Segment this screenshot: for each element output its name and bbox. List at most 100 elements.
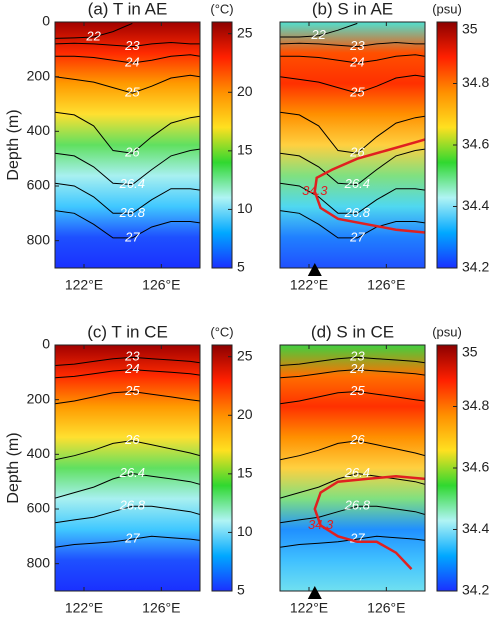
station-marker (307, 586, 322, 599)
contour-label: 26 (124, 145, 140, 160)
colorbar-tick-label: 34.2 (462, 259, 489, 275)
colorbar-tick-label: 15 (237, 465, 253, 481)
plot-frame (279, 344, 426, 592)
x-tick-label: 126°E (142, 277, 180, 293)
contour-label: 26.8 (344, 205, 371, 220)
contour-label: 27 (349, 229, 365, 244)
colorbar-tick-label: 34.4 (462, 520, 489, 536)
y-tick-label: 200 (27, 67, 51, 83)
contour-line (280, 390, 425, 405)
y-tick-label: 200 (27, 390, 51, 406)
y-tick-label: 0 (42, 13, 50, 29)
contour-label: 23 (349, 349, 365, 364)
colorbar-tick-label: 25 (237, 24, 253, 40)
contour-line (280, 369, 425, 379)
contour-line (313, 474, 425, 570)
field (55, 22, 200, 268)
contour-line (280, 472, 425, 499)
x-tick-label: 122°E (290, 600, 328, 616)
contour-label: 25 (349, 85, 365, 100)
x-tick-label: 122°E (65, 600, 103, 616)
contour-line (55, 356, 200, 366)
colorbar-tick-label: 34.6 (462, 459, 489, 475)
y-tick-label: 400 (27, 122, 51, 138)
contour-line (55, 505, 200, 524)
colorbar-label: (psu) (432, 324, 462, 339)
contour-label: 23 (124, 349, 140, 364)
contour-label: 26 (124, 432, 140, 447)
contour-label: 27 (124, 229, 140, 244)
contour-label: 23 (349, 38, 365, 53)
contour-line (55, 369, 200, 379)
field (280, 345, 425, 591)
contour-line (280, 22, 358, 38)
contour-line (280, 210, 425, 239)
contour-line (280, 440, 425, 461)
y-tick-label: 600 (27, 177, 51, 193)
station-marker (307, 263, 322, 276)
contour-line (55, 54, 200, 64)
contour-label: 26 (349, 145, 365, 160)
contour-label: 26.4 (119, 465, 145, 480)
y-tick-label: 400 (27, 445, 51, 461)
contour-label: 22 (310, 27, 326, 42)
colorbar-tick-label: 20 (237, 83, 253, 99)
contour-label: 34.3 (308, 517, 334, 532)
contour-label: 27 (124, 531, 140, 546)
contour-line (55, 390, 200, 405)
contour-label: 24 (349, 361, 364, 376)
y-tick-label: 0 (42, 336, 50, 352)
colorbar-tick-label: 5 (237, 259, 245, 275)
colorbar-tick-label: 34.8 (462, 74, 489, 90)
contour-line (55, 210, 200, 239)
panel-title: (d) S in CE (311, 322, 394, 341)
colorbar-tick-label: 20 (237, 406, 253, 422)
colorbar-tick-label: 34.2 (462, 582, 489, 598)
colorbar-label: (psu) (432, 1, 462, 16)
panel-title: (b) S in AE (312, 0, 393, 18)
contour-label: 25 (124, 85, 140, 100)
x-tick-label: 126°E (367, 600, 405, 616)
colorbar-tick-label: 15 (237, 142, 253, 158)
contour-line (55, 111, 200, 154)
colorbar (211, 344, 233, 592)
contour-label: 24 (124, 361, 139, 376)
contour-line (280, 74, 425, 94)
contour-line (280, 505, 425, 524)
y-tick-label: 600 (27, 500, 51, 516)
x-tick-label: 126°E (367, 277, 405, 293)
contour-label: 26.4 (119, 176, 145, 191)
contour-label: 26.8 (119, 205, 146, 220)
contour-line (55, 148, 200, 186)
contour-label: 23 (124, 38, 140, 53)
panel-title: (c) T in CE (87, 322, 168, 341)
colorbar-tick-label: 10 (237, 200, 253, 216)
colorbar-tick-label: 35 (462, 21, 478, 37)
contour-line (55, 535, 200, 548)
contour-label: 26.8 (119, 498, 146, 513)
colorbar-tick-label: 34.8 (462, 397, 489, 413)
y-tick-label: 800 (27, 231, 51, 247)
contour-label: 26.8 (344, 498, 371, 513)
colorbar-tick-label: 34.4 (462, 197, 489, 213)
panel-title: (a) T in AE (88, 0, 168, 18)
y-axis-label: Depth (m) (5, 109, 22, 180)
contour-label: 24 (124, 54, 139, 69)
colorbar-label: (°C) (210, 1, 233, 16)
x-tick-label: 122°E (65, 277, 103, 293)
colorbar-tick-label: 25 (237, 347, 253, 363)
contour-label: 25 (349, 383, 365, 398)
contour-label: 26 (349, 432, 365, 447)
contour-label: 27 (349, 531, 365, 546)
colorbar-tick-label: 35 (462, 344, 478, 360)
y-tick-label: 800 (27, 554, 51, 570)
contour-line (55, 22, 133, 39)
colorbar (211, 21, 233, 269)
contour-label: 22 (85, 28, 101, 43)
contour-line (55, 440, 200, 461)
contour-line (55, 74, 200, 94)
